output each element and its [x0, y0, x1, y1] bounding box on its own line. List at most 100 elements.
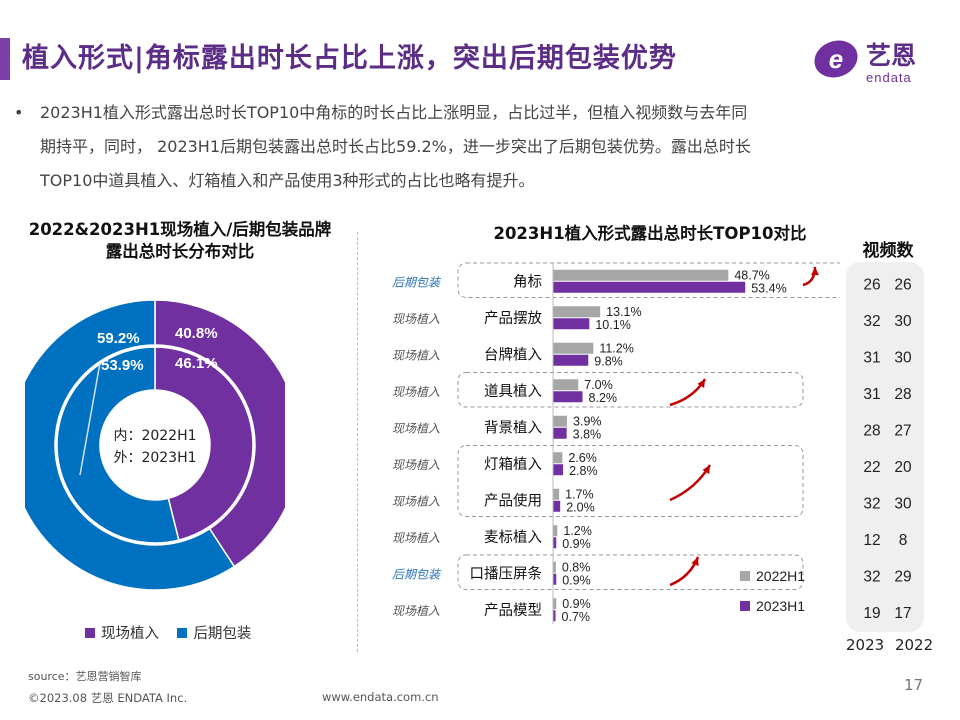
- category-label: 麦标植入: [484, 529, 542, 546]
- legend-label-2023h1: 2023H1: [756, 598, 805, 614]
- trend-arrowhead-1: [697, 379, 705, 388]
- category-label: 道具植入: [484, 383, 542, 400]
- category-type-label: 现场植入: [392, 385, 440, 399]
- website-url[interactable]: www.endata.com.cn: [322, 690, 439, 704]
- video-count-2022: 29: [894, 568, 911, 585]
- value-label-2022h1: 2.6%: [568, 451, 597, 465]
- video-count-2023: 12: [863, 532, 880, 549]
- video-count-2022: 30: [894, 495, 912, 512]
- value-label-2022h1: 1.2%: [563, 524, 592, 538]
- video-count-2023: 31: [863, 349, 880, 366]
- donut-label-outer-onsite: 40.8%: [175, 325, 218, 342]
- value-label-2023h1: 2.8%: [569, 464, 598, 478]
- video-count-2023: 31: [863, 386, 880, 403]
- highlight-box-3: [457, 554, 804, 590]
- highlight-box-0: [457, 262, 840, 298]
- video-count-2022: 26: [894, 276, 911, 293]
- donut-title-line-2: 露出总时长分布对比: [105, 242, 255, 261]
- category-label: 背景植入: [484, 419, 542, 436]
- category-type-label: 现场植入: [392, 312, 440, 326]
- bullet-line-2: 期持平，同时， 2023H1后期包装露出总时长占比59.2%，进一步突出了后期包…: [40, 137, 751, 156]
- category-label: 灯箱植入: [484, 456, 542, 473]
- video-count-panel: [846, 262, 924, 632]
- donut-center-outer-label: 外：2023H1: [113, 450, 196, 466]
- svg-text:艺恩: 艺恩: [866, 41, 916, 70]
- video-count-2023: 28: [863, 422, 880, 439]
- donut-title-line-1: 2022&2023H1现场植入/后期包装品牌: [28, 220, 332, 239]
- video-count-2023: 22: [863, 459, 880, 476]
- video-count-2022: 27: [894, 422, 911, 439]
- bar-2023h1: [553, 354, 589, 366]
- value-label-2022h1: 7.0%: [584, 378, 613, 392]
- value-label-2023h1: 0.9%: [562, 537, 591, 551]
- value-label-2023h1: 3.8%: [573, 427, 602, 441]
- category-type-label: 现场植入: [392, 494, 440, 508]
- donut-chart-title: 2022&2023H1现场植入/后期包装品牌 露出总时长分布对比: [10, 219, 350, 263]
- value-label-2023h1: 10.1%: [595, 318, 630, 332]
- trend-arrowhead-0: [811, 267, 819, 276]
- trend-arrowhead-2: [702, 465, 710, 474]
- category-type-label: 后期包装: [392, 567, 442, 581]
- video-count-2023: 32: [863, 313, 880, 330]
- value-label-2023h1: 2.0%: [566, 500, 595, 514]
- donut-slice-outer-onsite: [154, 300, 285, 568]
- category-type-label: 现场植入: [392, 604, 440, 618]
- category-type-label: 后期包装: [392, 275, 442, 289]
- legend-swatch-2022h1: [740, 571, 750, 581]
- bar-2023h1: [553, 500, 561, 512]
- video-count-table: 26 26 32 30 31 30 31 28 28 27 22 20 32 30 12 8 32 29 19 17: [863, 276, 912, 622]
- video-count-header: 视频数: [862, 241, 914, 261]
- bar-2023h1: [553, 537, 557, 549]
- bar-2022h1: [553, 488, 560, 500]
- label-leader-line: [79, 362, 101, 476]
- bar-2023h1: [553, 464, 564, 476]
- legend-swatch-2023h1: [740, 601, 750, 611]
- bar-chart: 后期包装 角标 48.7%53.4%现场植入 产品摆放 13.1%10.1%现场植入 台牌…: [392, 262, 840, 624]
- year-2023: 2023: [846, 636, 885, 654]
- bar-2023h1: [553, 281, 746, 293]
- bar-2023h1: [553, 391, 583, 403]
- highlight-box-1: [457, 372, 804, 408]
- trend-arrowhead-3: [691, 557, 699, 566]
- value-label-2022h1: 3.9%: [573, 414, 602, 428]
- donut-chart: 40.8% 59.2% 46.1% 53.9% 内：2022H1 外：2023H1: [25, 300, 285, 590]
- legend-label-2022h1: 2022H1: [756, 568, 805, 584]
- endata-logo: e 艺恩 endata: [814, 40, 916, 85]
- bar-2022h1: [553, 452, 563, 464]
- video-count-2023: 19: [863, 605, 880, 622]
- bar-2022h1: [553, 561, 556, 573]
- video-count-2022: 30: [894, 349, 912, 366]
- legend-item-postpack: 后期包装: [177, 626, 251, 642]
- value-label-2022h1: 1.7%: [565, 487, 594, 501]
- category-label: 产品使用: [484, 492, 542, 509]
- video-count-2022: 17: [894, 605, 911, 622]
- bar-2022h1: [553, 415, 568, 427]
- bar-2022h1: [553, 598, 557, 610]
- video-count-2023: 32: [863, 495, 880, 512]
- bar-2022h1: [553, 525, 558, 537]
- donut-center-inner-label: 内：2022H1: [113, 428, 196, 444]
- video-count-2022: 8: [899, 532, 908, 549]
- video-count-2023: 26: [863, 276, 880, 293]
- value-label-2023h1: 0.9%: [562, 573, 591, 587]
- bar-2022h1: [553, 379, 579, 391]
- category-label: 产品模型: [484, 602, 542, 619]
- title-accent-bar: [0, 38, 10, 80]
- page-title: 植入形式|角标露出时长占比上涨，突出后期包装优势: [22, 43, 677, 74]
- video-count-years: 2023 2022: [846, 636, 936, 654]
- bullet-line-1: 2023H1植入形式露出总时长TOP10中角标的时长占比上涨明显，占比过半，但植…: [40, 103, 748, 122]
- value-label-2022h1: 11.2%: [599, 341, 634, 355]
- donut-label-inner-onsite: 46.1%: [175, 355, 218, 372]
- legend-item-onsite: 现场植入: [85, 626, 159, 642]
- trend-arrow-0: [802, 266, 817, 287]
- bar-chart-title: 2023H1植入形式露出总时长TOP10对比: [493, 224, 807, 243]
- bar-2023h1: [553, 610, 556, 622]
- category-type-label: 现场植入: [392, 348, 440, 362]
- value-label-2023h1: 53.4%: [751, 281, 786, 295]
- video-count-2022: 28: [894, 386, 911, 403]
- value-label-2023h1: 9.8%: [594, 354, 623, 368]
- svg-text:e: e: [829, 44, 843, 74]
- donut-slice-inner-onsite: [154, 346, 254, 541]
- category-label: 台牌植入: [484, 346, 542, 363]
- summary-bullet: • 2023H1植入形式露出总时长TOP10中角标的时长占比上涨明显，占比过半，…: [14, 96, 914, 198]
